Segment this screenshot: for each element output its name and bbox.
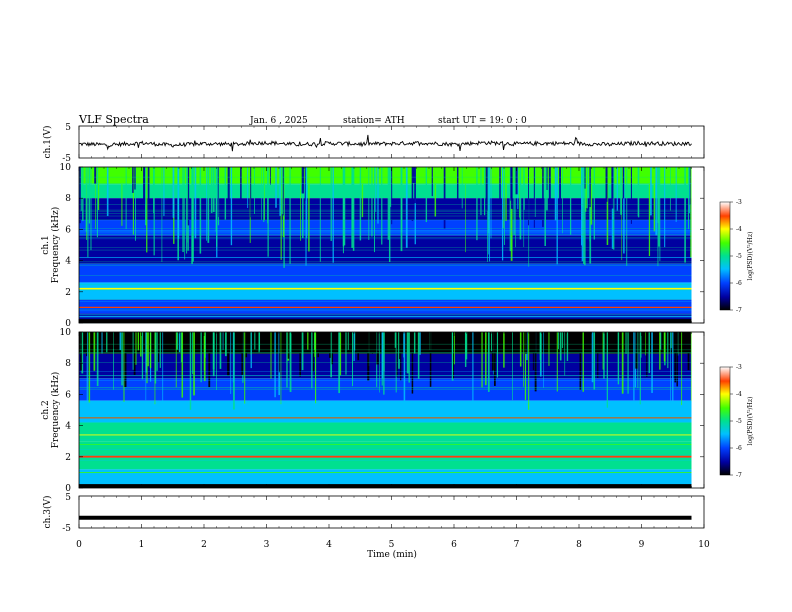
ch1-voltage-ylabel: ch.1(V)	[42, 126, 53, 159]
spectrum-band	[79, 184, 692, 199]
time-xlabel: Time (min)	[367, 549, 417, 560]
spectrum-band	[79, 198, 692, 221]
ch2-colorbar-gradient	[719, 366, 731, 476]
spectrum-band	[79, 220, 692, 236]
xtick-label: 3	[264, 540, 270, 550]
colorbar-tick-label: -6	[736, 280, 742, 287]
ch2-colorbar-label: log(PSD)(V²/Hz)	[747, 397, 754, 446]
xtick-label: 2	[201, 540, 207, 550]
spectrum-band	[79, 299, 692, 314]
xtick-label: 7	[514, 540, 520, 550]
low-cutoff-band	[79, 319, 692, 323]
ytick-label: 0	[65, 319, 71, 329]
ch1-channel-label: ch.1	[41, 235, 51, 254]
ch2-frequency-ylabel: Frequency (kHz)	[50, 372, 61, 449]
spectrum-band	[79, 167, 692, 185]
colorbar-tick-label: -5	[736, 418, 742, 425]
ch1-colorbar-label: log(PSD)(V²/Hz)	[747, 232, 754, 281]
ytick-label: 0	[65, 484, 71, 494]
xtick-label: 1	[139, 540, 145, 550]
ytick-label: 6	[65, 225, 71, 235]
colorbar-tick-label: -7	[736, 472, 742, 479]
ytick-label: 5	[65, 123, 71, 133]
xtick-label: 8	[576, 540, 582, 550]
spectrum-band	[79, 422, 692, 442]
ytick-label: 5	[65, 493, 71, 503]
waveform-trace	[78, 134, 692, 152]
header-station: station= ATH	[343, 116, 405, 126]
chart-title: VLF Spectra	[78, 113, 149, 126]
ytick-label: -5	[62, 524, 71, 534]
ch1-frequency-ylabel: Frequency (kHz)	[50, 207, 61, 284]
xtick-label: 0	[76, 540, 82, 550]
colorbar-tick-label: -4	[736, 226, 742, 233]
no-data-area	[691, 332, 704, 488]
xtick-label: 5	[389, 540, 395, 550]
ch1-spectrogram-panel: 0 2 4 6 8 10	[60, 163, 705, 329]
ytick-label: 10	[60, 328, 72, 338]
spectrum-band	[79, 313, 692, 323]
xtick-label: 10	[698, 540, 710, 550]
low-cutoff-band	[79, 484, 692, 488]
header-start-ut: start UT = 19: 0 : 0	[438, 116, 527, 126]
spectrum-band	[79, 332, 692, 354]
time-axis: 0 1 2 3 4 5 6 7 8 9 10	[76, 540, 710, 550]
ytick-label: 4	[65, 422, 71, 432]
ch2-channel-label: ch.2	[41, 400, 51, 419]
ch1-waveform-panel: 5 -5	[62, 123, 705, 164]
no-data-area	[691, 167, 704, 323]
ch3-waveform-panel: 5 -5	[62, 493, 705, 534]
ytick-label: 8	[65, 194, 71, 204]
panel-frame	[78, 495, 705, 529]
ytick-label: 2	[65, 453, 71, 463]
spectrum-band	[79, 469, 692, 488]
xtick-label: 9	[639, 540, 645, 550]
ch1-colorbar: -3 -4 -5 -6 -7 log(PSD)(V²/Hz)	[719, 199, 754, 314]
xtick-label: 6	[451, 540, 457, 550]
spectrum-band	[79, 263, 692, 283]
ch1-colorbar-gradient	[719, 201, 731, 311]
colorbar-tick-label: -5	[736, 253, 742, 260]
panel-frame	[78, 125, 705, 159]
ch2-colorbar: -3 -4 -5 -6 -7 log(PSD)(V²/Hz)	[719, 364, 754, 479]
xtick-label: 4	[326, 540, 332, 550]
colorbar-tick-label: -7	[736, 307, 742, 314]
ytick-label: 10	[60, 163, 72, 173]
ch3-voltage-ylabel: ch.3(V)	[42, 496, 53, 529]
colorbar-tick-label: -3	[736, 364, 742, 371]
colorbar-tick-label: -4	[736, 391, 742, 398]
ytick-label: 8	[65, 359, 71, 369]
spectrum-band	[79, 400, 692, 423]
ytick-label: 6	[65, 390, 71, 400]
colorbar-tick-label: -3	[736, 199, 742, 206]
spectrum-band	[79, 235, 692, 264]
ytick-label: -5	[62, 154, 71, 164]
spectrum-band	[79, 353, 692, 379]
ytick-label: 2	[65, 288, 71, 298]
ch2-spectrogram-panel: 0 2 4 6 8 10	[60, 328, 705, 494]
header-date: Jan. 6 , 2025	[249, 116, 308, 126]
colorbar-tick-label: -6	[736, 445, 742, 452]
ytick-label: 4	[65, 257, 71, 267]
